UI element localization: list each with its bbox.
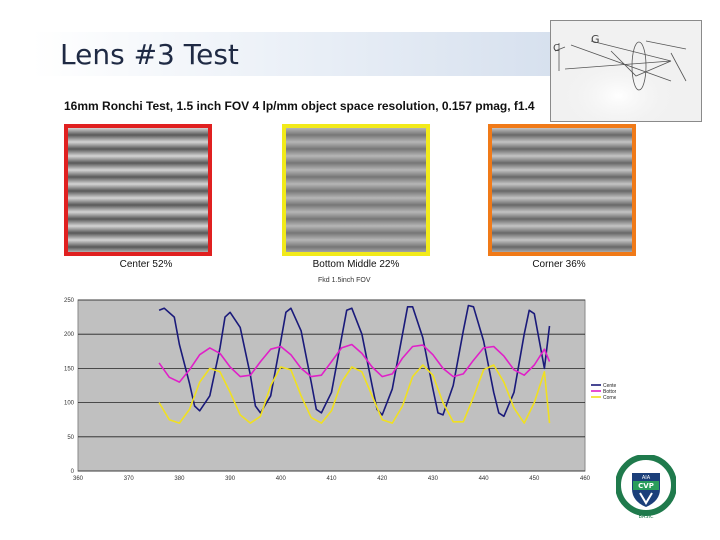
sample-label-corner: Corner 36% bbox=[532, 259, 586, 270]
y-tick-label: 50 bbox=[67, 435, 74, 441]
x-tick-label: 360 bbox=[73, 476, 84, 482]
x-tick-label: 390 bbox=[225, 476, 236, 482]
chart-title: Fkd 1.5inch FOV bbox=[318, 277, 371, 284]
x-tick-label: 450 bbox=[529, 476, 540, 482]
x-tick-label: 440 bbox=[479, 476, 490, 482]
logo-bottom-text: BASIC bbox=[639, 514, 654, 520]
logo-badge-text: CVP bbox=[638, 482, 654, 490]
x-tick-label: 410 bbox=[326, 476, 337, 482]
legend-label-center: Center bbox=[603, 383, 616, 389]
series-line-center bbox=[158, 304, 551, 418]
ronchi-sample-corner bbox=[488, 124, 636, 256]
legend-label-corner: Corner bbox=[603, 395, 616, 401]
lens-sketch-photo: G C bbox=[550, 20, 702, 122]
sketch-letter-c: C bbox=[553, 43, 560, 54]
x-tick-label: 460 bbox=[580, 476, 591, 482]
y-tick-label: 100 bbox=[64, 401, 75, 407]
y-tick-label: 150 bbox=[64, 366, 75, 372]
x-tick-label: 380 bbox=[174, 476, 185, 482]
x-tick-label: 430 bbox=[428, 476, 439, 482]
sketch-letter-g: G bbox=[591, 33, 600, 46]
slide-subtitle: 16mm Ronchi Test, 1.5 inch FOV 4 lp/mm o… bbox=[64, 99, 535, 113]
sample-label-center: Center 52% bbox=[119, 259, 173, 270]
y-tick-label: 250 bbox=[64, 298, 75, 304]
logo-top-text: AIA bbox=[642, 475, 651, 481]
intensity-line-chart: 0 50 100 150 200 250 360 370 380 390 400 410 420 430 4… bbox=[64, 298, 616, 482]
x-tick-label: 370 bbox=[124, 476, 135, 482]
plot-area bbox=[77, 299, 586, 472]
series-line-bottom bbox=[158, 343, 551, 383]
ronchi-sample-bottom-middle bbox=[282, 124, 430, 256]
sample-label-bottom-middle: Bottom Middle 22% bbox=[312, 259, 400, 270]
y-tick-label: 200 bbox=[64, 332, 75, 338]
ronchi-sample-center bbox=[64, 124, 212, 256]
cvp-certification-logo: CVP AIA BASIC bbox=[616, 455, 676, 520]
y-tick-label: 0 bbox=[71, 469, 75, 475]
title-banner bbox=[32, 32, 560, 76]
slide-title: Lens #3 Test bbox=[60, 38, 239, 71]
x-tick-label: 400 bbox=[276, 476, 287, 482]
series-line-corner bbox=[158, 364, 551, 424]
x-tick-label: 420 bbox=[377, 476, 388, 482]
legend-label-bottom: Bottom bbox=[603, 389, 616, 395]
